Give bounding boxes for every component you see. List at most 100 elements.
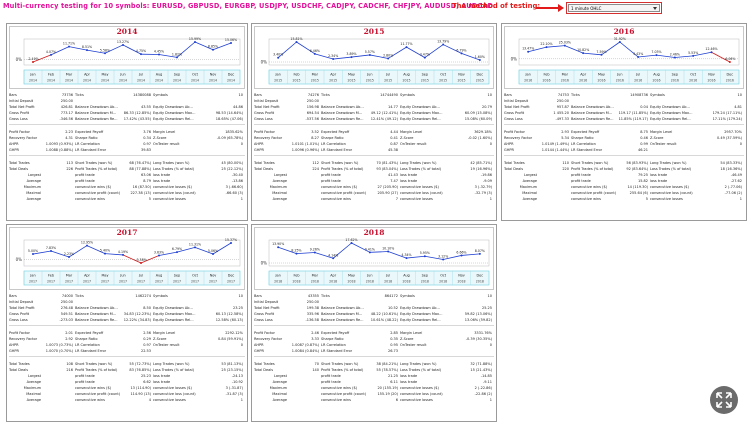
expand-icon <box>716 392 732 408</box>
report-label: profit trade <box>75 380 95 384</box>
report-row: Maximal consecutive profit (count) 205.90 … <box>254 190 494 196</box>
report-row: GHPR 1.0084 (0.84%) LR Standard Error 26.73 <box>254 348 494 354</box>
report-value: 0.35 <box>390 337 398 341</box>
data-label: 13.90% <box>272 242 284 246</box>
report-value: 8.27 <box>311 136 319 140</box>
report-label: Balance Drawdown Re... <box>321 318 364 322</box>
data-point <box>277 56 280 59</box>
year-tick-label: 2018 <box>402 280 410 284</box>
data-point <box>460 254 463 257</box>
report-label: Balance Drawdown Re... <box>75 318 118 322</box>
report-label: consecutive losses <box>400 197 433 201</box>
report-value: 14744490 <box>380 93 398 97</box>
report-row: Total Net Profit 426.81 Balance Drawdown A… <box>9 104 245 110</box>
data-label: 7.59% <box>596 50 606 54</box>
report-label: Equity Drawdown Max... <box>650 111 693 115</box>
report-value: 27 (205.90) <box>377 185 398 189</box>
report-label: Equity Drawdown Max... <box>153 312 196 316</box>
year-tick-label: 2017 <box>137 280 145 284</box>
report-label: Balance Drawdown M... <box>571 111 613 115</box>
report-value: 2.56 <box>143 331 151 335</box>
year-tick-label: 2017 <box>209 280 217 284</box>
month-tick-label: Nov <box>210 73 217 77</box>
series-segment <box>194 246 214 255</box>
report-label: Symbols <box>153 93 168 97</box>
report-label: Total Trades <box>9 362 30 366</box>
data-label: 5.57% <box>365 50 375 54</box>
report-value: 73736 <box>61 93 73 97</box>
report-value: -19.86 <box>480 173 492 177</box>
year-tick-label: 2014 <box>173 79 181 83</box>
month-tick-label: Apr <box>330 73 336 77</box>
report-label: Average <box>522 197 537 201</box>
data-point <box>460 52 463 55</box>
data-point <box>194 41 196 43</box>
method-select[interactable]: 1 minute OHLC <box>568 4 660 12</box>
report-value: 3 (-31.87) <box>225 386 243 390</box>
report-label: Short Trades (won %) <box>321 362 359 366</box>
data-label: 15.81% <box>290 37 302 41</box>
report-value: -32.79 (3) <box>474 191 492 195</box>
report-row: Recovery Factor 8.27 Sharpe Ratio 0.41 Z-Sco… <box>254 135 494 141</box>
data-label: 3.47% <box>420 53 430 57</box>
report-row: AHPR 1.0149 (1.49%) LR Correlation 0.99 OnTe… <box>504 141 744 147</box>
report-row: Initial Deposit 250.00 <box>254 98 494 104</box>
month-tick-label: Jul <box>138 274 143 278</box>
report-value: 1 <box>489 398 492 402</box>
data-point <box>478 252 481 255</box>
data-point <box>176 56 178 59</box>
report-value: 1.0073 (0.73%) <box>45 343 73 347</box>
report-label: Ticks <box>75 93 84 97</box>
report-label: OnTester result <box>650 142 677 146</box>
report-label: loss trade <box>153 173 171 177</box>
month-tick-label: Nov <box>458 73 465 77</box>
zoom-button[interactable] <box>710 386 738 414</box>
report-label: Equity Drawdown Max... <box>400 111 443 115</box>
baseline-label: 0% <box>16 57 23 62</box>
year-tick-label: 2014 <box>47 79 55 83</box>
yearly-chart: 2015 0% 3.40% 15.81% 6.46% 2.34% 3.89% 5.57% 2.8… <box>254 26 494 89</box>
series-segment <box>122 44 142 55</box>
report-row: Profit Factor 2.93 Expected Payoff 8.75 Marg… <box>504 129 744 135</box>
report-label: GHPR <box>254 349 264 353</box>
data-point <box>478 58 481 61</box>
report-value: 14 (119.30) <box>627 185 648 189</box>
year-tick-label: 2017 <box>119 280 127 284</box>
report-label: Total Net Profit <box>254 306 280 310</box>
month-tick-label: Feb <box>293 73 299 77</box>
series-segment <box>546 45 565 48</box>
report-label: GHPR <box>504 148 514 152</box>
report-label: Short Trades (won %) <box>75 161 113 165</box>
report-label: Profit Factor <box>504 130 525 134</box>
year-tick-label: 2015 <box>476 79 484 83</box>
report-value: 108 <box>66 362 73 366</box>
data-point <box>405 46 408 49</box>
report-label: Equity Drawdown Rel... <box>153 117 194 121</box>
report-label: Loss Trades (% of total) <box>153 368 194 372</box>
data-point <box>423 255 426 258</box>
data-point <box>545 46 548 49</box>
report-value: 8.79 <box>143 179 151 183</box>
month-tick-label: Jan <box>525 73 531 77</box>
report-value: 43.55 <box>140 105 151 109</box>
report-label: AHPR <box>504 142 514 146</box>
data-point <box>104 252 106 255</box>
plot-area <box>23 239 241 267</box>
report-value: 22.53 <box>140 349 151 353</box>
report-value: 250.00 <box>306 300 319 304</box>
data-label: 31.92% <box>614 37 626 41</box>
report-label: Bars <box>9 294 17 298</box>
report-row: Total Net Profit 276.48 Balance Drawdown A… <box>9 305 245 311</box>
report-label: Z-Score <box>153 136 167 140</box>
series-segment <box>333 56 352 60</box>
report-label: Expected Payoff <box>571 130 600 134</box>
report-label: GHPR <box>9 349 19 353</box>
baseline-label: 0% <box>261 261 268 266</box>
report-row: Gross Loss -346.56 Balance Drawdown Re... 1… <box>9 116 245 122</box>
series-segment <box>564 45 584 54</box>
report-value: 0.34 <box>143 136 151 140</box>
report-value: 45.38 <box>387 148 398 152</box>
series-segment <box>212 242 232 255</box>
section-divider <box>254 124 494 125</box>
report-label: Long Trades (won %) <box>400 362 437 366</box>
